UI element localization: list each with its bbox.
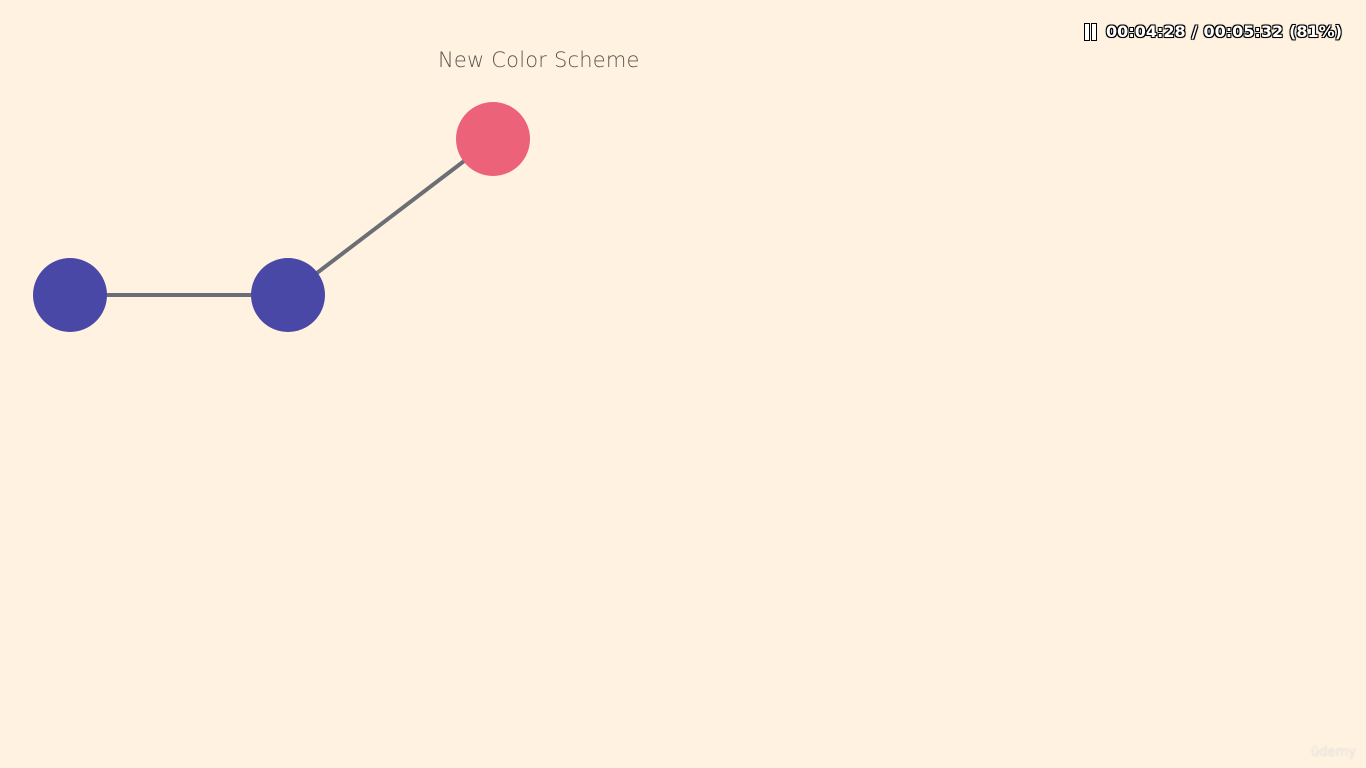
time-separator: / bbox=[1191, 22, 1198, 41]
pause-icon[interactable] bbox=[1085, 23, 1097, 41]
edge-middle-top bbox=[286, 137, 495, 297]
slide-title: New Color Scheme bbox=[438, 48, 640, 72]
node-top bbox=[456, 102, 530, 176]
progress-percent: (81%) bbox=[1289, 22, 1342, 41]
current-time: 00:04:28 bbox=[1106, 22, 1186, 41]
node-left bbox=[33, 258, 107, 332]
udemy-watermark: ūdemy bbox=[1311, 745, 1356, 760]
node-middle bbox=[251, 258, 325, 332]
total-time: 00:05:32 bbox=[1203, 22, 1284, 41]
playback-status: 00:04:28 / 00:05:32 (81%) bbox=[1085, 22, 1342, 41]
